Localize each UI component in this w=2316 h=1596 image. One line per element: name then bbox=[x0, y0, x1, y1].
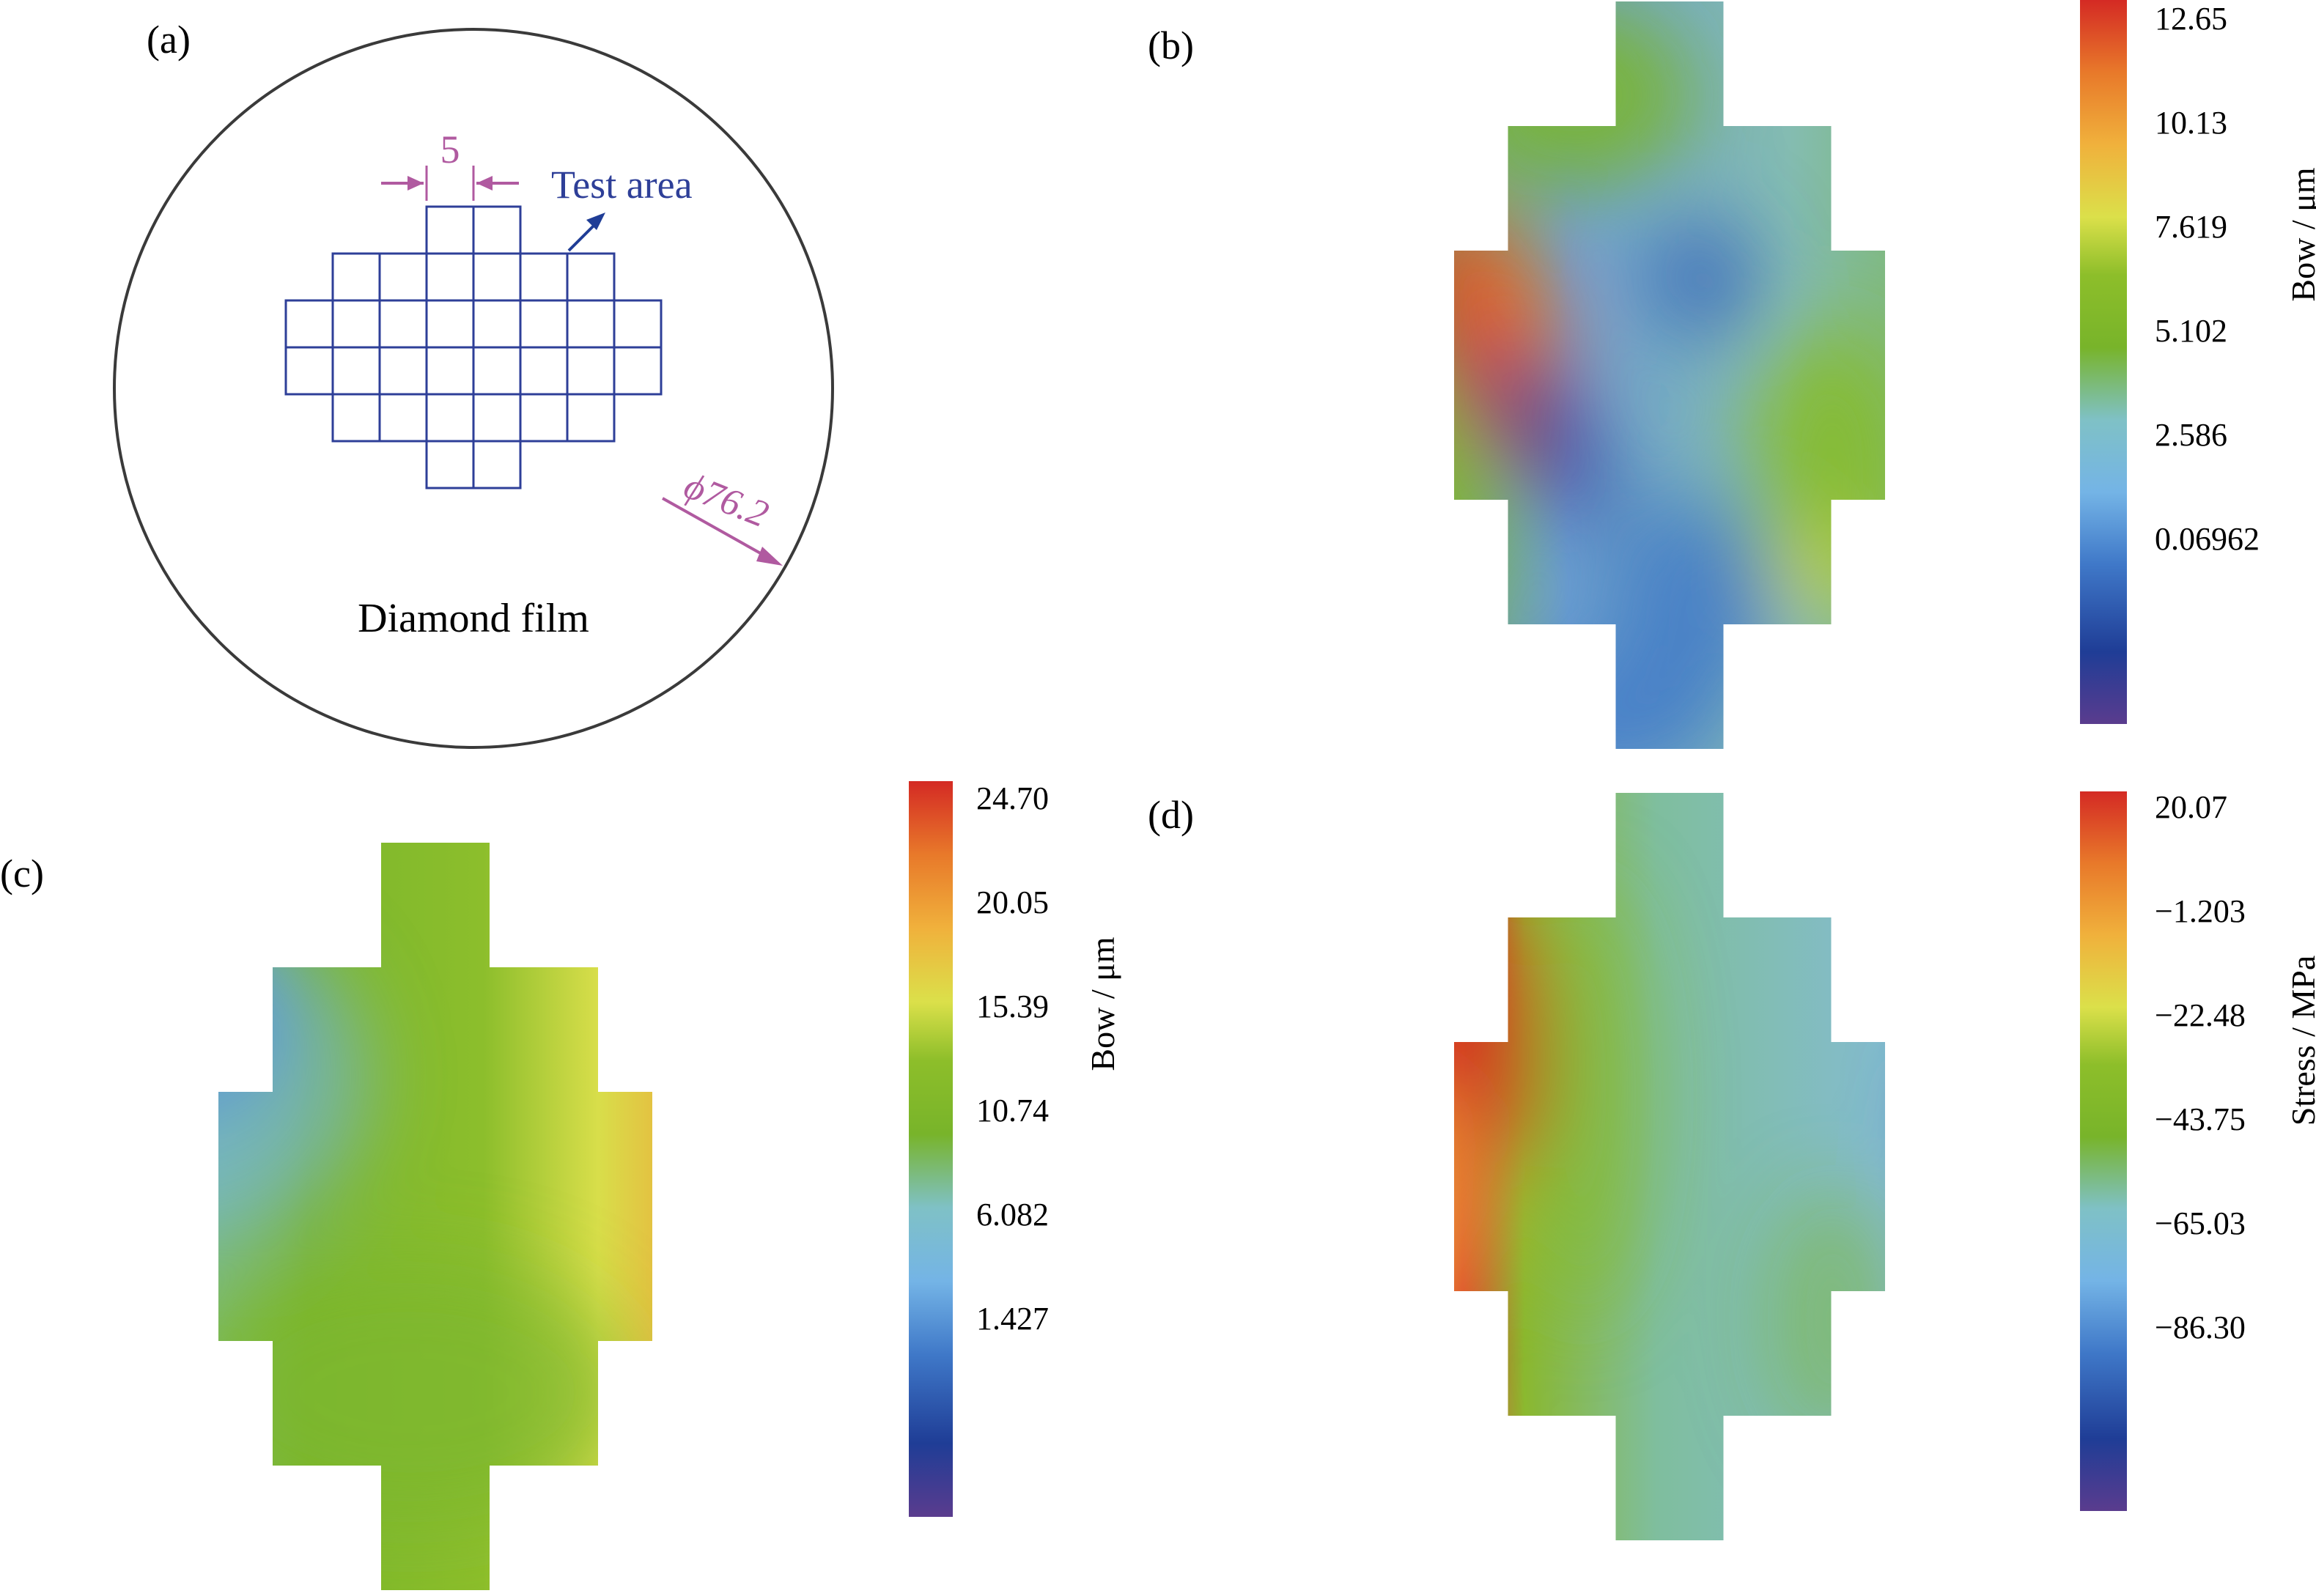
colorbar-c-title: Bow / μm bbox=[1084, 936, 1121, 1071]
panel-c: (c) bbox=[0, 843, 652, 1590]
colorbar-c-tick: 20.05 bbox=[976, 884, 1049, 920]
colorbar-b-gradient bbox=[2080, 0, 2127, 724]
grid-cell bbox=[284, 346, 334, 396]
grid-cell bbox=[331, 252, 381, 302]
cell-size-label: 5 bbox=[440, 128, 460, 171]
grid-cell bbox=[425, 299, 475, 349]
colorbar-c-tick: 15.39 bbox=[976, 989, 1049, 1024]
colorbar-b-tick: 10.13 bbox=[2155, 105, 2227, 141]
heatmap-c bbox=[218, 843, 652, 1590]
colorbar-c-gradient bbox=[909, 781, 953, 1517]
grid-cell bbox=[425, 205, 475, 255]
panel-d: (d) bbox=[1148, 793, 1885, 1540]
grid-cell bbox=[472, 440, 522, 489]
panel-a-label: (a) bbox=[147, 18, 191, 62]
colorbar-d-gradient bbox=[2080, 791, 2127, 1511]
colorbar-c-tick: 24.70 bbox=[976, 780, 1049, 816]
diameter-annotation: ϕ76.2 bbox=[662, 465, 783, 566]
grid-cell bbox=[331, 393, 381, 443]
colorbar-b-tick: 7.619 bbox=[2155, 209, 2227, 245]
grid-cell bbox=[613, 346, 663, 396]
grid-cell bbox=[331, 299, 381, 349]
heatmap-d bbox=[1454, 793, 1885, 1540]
grid-cell bbox=[566, 346, 616, 396]
colorbar-b-tick: 12.65 bbox=[2155, 1, 2227, 37]
colorbar-d-tick: −86.30 bbox=[2155, 1309, 2246, 1345]
panel-a: (a) 5 Test area ϕ76.2 Diamond film bbox=[113, 18, 834, 749]
grid-cell bbox=[425, 252, 475, 302]
panel-b: (b) bbox=[1148, 1, 1885, 749]
diameter-label: ϕ76.2 bbox=[679, 465, 775, 536]
colorbar-b-tick: 2.586 bbox=[2155, 417, 2227, 453]
colorbar-d-tick: −1.203 bbox=[2155, 893, 2246, 929]
grid-cell bbox=[472, 252, 522, 302]
grid-cell bbox=[566, 299, 616, 349]
colorbar-c-tick: 10.74 bbox=[976, 1093, 1049, 1128]
grid-cell bbox=[425, 346, 475, 396]
colorbar-d-tick: 20.07 bbox=[2155, 789, 2227, 825]
grid-cell bbox=[284, 299, 334, 349]
colorbar-c-tick: 1.427 bbox=[976, 1301, 1049, 1337]
grid-cell bbox=[472, 393, 522, 443]
grid-cell bbox=[378, 252, 428, 302]
test-area-annotation: Test area bbox=[551, 163, 693, 252]
colorbar-b: 12.65 10.13 7.619 5.102 2.586 0.06962 Bow / μ… bbox=[2080, 0, 2316, 724]
grid-cell bbox=[519, 299, 569, 349]
test-area-grid bbox=[284, 205, 663, 489]
grid-cell bbox=[519, 393, 569, 443]
grid-cell bbox=[472, 346, 522, 396]
grid-cell bbox=[519, 346, 569, 396]
panel-c-label: (c) bbox=[0, 851, 44, 895]
panel-b-label: (b) bbox=[1148, 23, 1194, 67]
grid-cell bbox=[566, 252, 616, 302]
test-area-label: Test area bbox=[551, 163, 693, 207]
grid-cell bbox=[519, 252, 569, 302]
grid-cell bbox=[378, 299, 428, 349]
colorbar-d-tick: −43.75 bbox=[2155, 1101, 2246, 1137]
grid-cell bbox=[378, 346, 428, 396]
colorbar-b-tick: 0.06962 bbox=[2155, 521, 2260, 557]
film-label: Diamond film bbox=[358, 596, 589, 641]
colorbar-c-tick: 6.082 bbox=[976, 1197, 1049, 1233]
colorbar-d-tick: −22.48 bbox=[2155, 997, 2246, 1033]
wafer-outline bbox=[113, 28, 834, 749]
heatmap-b bbox=[1454, 1, 1885, 749]
grid-cell bbox=[425, 393, 475, 443]
panel-d-label: (d) bbox=[1148, 793, 1194, 837]
colorbar-b-tick: 5.102 bbox=[2155, 313, 2227, 349]
grid-cell bbox=[613, 299, 663, 349]
grid-cell bbox=[425, 440, 475, 489]
grid-cell bbox=[566, 393, 616, 443]
grid-cell bbox=[331, 346, 381, 396]
cell-dimension: 5 bbox=[381, 128, 519, 201]
colorbar-d-tick: −65.03 bbox=[2155, 1205, 2246, 1241]
colorbar-b-title: Bow / μm bbox=[2284, 167, 2316, 301]
grid-cell bbox=[472, 205, 522, 255]
colorbar-c: 24.70 20.05 15.39 10.74 6.082 1.427 Bow / μm bbox=[909, 780, 1121, 1517]
colorbar-d-title: Stress / MPa bbox=[2284, 956, 2316, 1126]
grid-cell bbox=[472, 299, 522, 349]
grid-cell bbox=[378, 393, 428, 443]
colorbar-d: 20.07 −1.203 −22.48 −43.75 −65.03 −86.30 Stre… bbox=[2080, 789, 2316, 1511]
